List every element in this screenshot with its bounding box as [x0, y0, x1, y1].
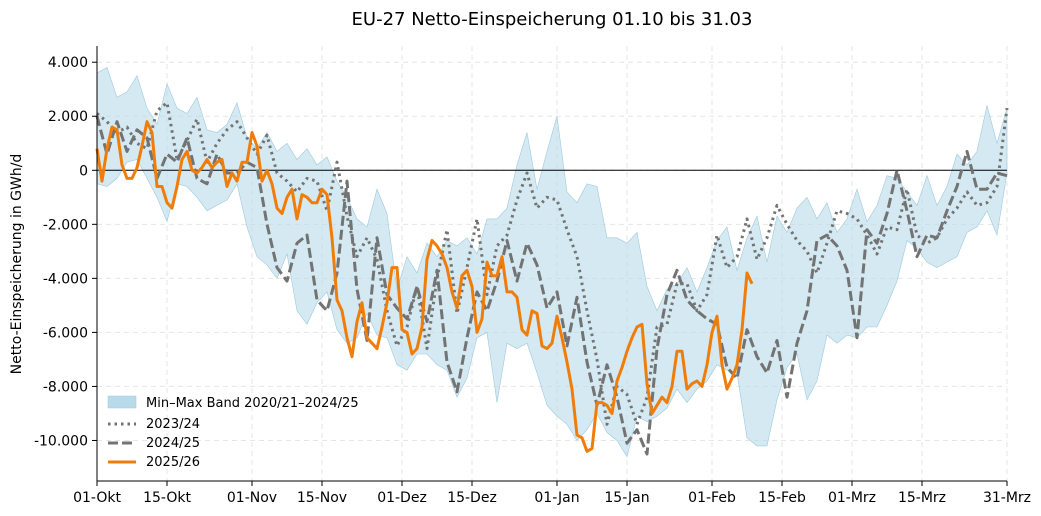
- y-tick-label: 0: [79, 163, 88, 179]
- x-tick-label: 15-Nov: [297, 490, 347, 506]
- x-tick-label: 01-Mrz: [828, 490, 876, 506]
- x-tick-label: 01-Jan: [534, 490, 579, 506]
- x-tick-label: 15-Dez: [447, 490, 497, 506]
- y-axis-label: Netto-Einspeicherung in GWh/d: [9, 154, 25, 375]
- x-ticks: 01-Okt 15-Okt 01-Nov 15-Nov 01-Dez 15-Dez 01-J…: [73, 481, 1031, 506]
- x-tick-label: 15-Okt: [143, 490, 191, 506]
- y-tick-label: 2.000: [48, 109, 88, 125]
- y-tick-label: -8.000: [43, 379, 88, 395]
- y-ticks: 4.000 2.000 0 -2.000 -4.000 -6.000 -8.000 -10.0…: [34, 55, 97, 449]
- y-tick-label: -4.000: [43, 271, 88, 287]
- legend-band-label: Min–Max Band 2020/21–2024/25: [146, 396, 359, 411]
- legend-2024-label: 2024/25: [146, 436, 200, 451]
- y-tick-label: -10.000: [34, 433, 88, 449]
- x-tick-label: 01-Okt: [73, 490, 121, 506]
- x-tick-label: 31-Mrz: [983, 490, 1031, 506]
- x-tick-label: 15-Feb: [758, 490, 806, 506]
- chart-title: EU-27 Netto-Einspeicherung 01.10 bis 31.…: [352, 9, 753, 30]
- x-tick-label: 15-Mrz: [898, 490, 946, 506]
- y-tick-label: -2.000: [43, 217, 88, 233]
- legend-2023-label: 2023/24: [146, 417, 200, 432]
- axes: [96, 46, 1007, 482]
- y-tick-label: 4.000: [48, 55, 88, 71]
- legend-2025-label: 2025/26: [146, 455, 200, 470]
- series-line-2025-26: [95, 120, 754, 453]
- y-tick-label: -6.000: [43, 325, 88, 341]
- series-line-2024-25: [95, 115, 1008, 456]
- series-layer: [95, 101, 1009, 456]
- x-tick-label: 01-Nov: [227, 490, 277, 506]
- x-tick-label: 15-Jan: [604, 490, 649, 506]
- x-tick-label: 01-Feb: [688, 490, 736, 506]
- legend: Min–Max Band 2020/21–2024/25 2023/24 202…: [107, 395, 359, 470]
- x-tick-label: 01-Dez: [377, 490, 427, 506]
- legend-band-swatch: [107, 395, 137, 409]
